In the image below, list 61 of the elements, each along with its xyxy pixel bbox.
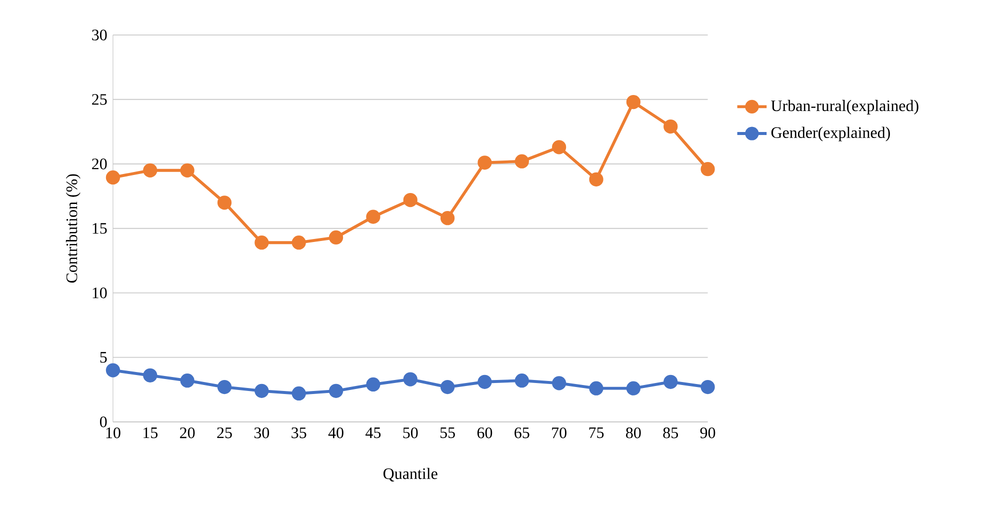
point <box>403 372 418 386</box>
y-tick-label: 15 <box>92 222 107 234</box>
point <box>664 374 678 389</box>
x-tick-label: 70 <box>552 427 566 438</box>
point <box>328 230 344 244</box>
point <box>180 373 194 388</box>
point <box>440 380 455 394</box>
point <box>254 384 269 398</box>
point <box>514 154 529 168</box>
point <box>217 380 232 394</box>
point <box>143 368 158 382</box>
y-tick-label: 0 <box>100 416 107 428</box>
point <box>478 374 492 389</box>
x-tick-label: 65 <box>514 427 530 438</box>
point <box>254 235 269 250</box>
point <box>664 119 678 134</box>
x-tick-label: 75 <box>589 427 604 438</box>
x-tick-label: 20 <box>180 427 195 438</box>
y-tick-label: 25 <box>92 94 107 105</box>
point <box>700 162 715 176</box>
x-tick-label: 50 <box>403 427 418 438</box>
point <box>700 380 715 394</box>
y-axis-title: Contribution (%) <box>66 174 80 282</box>
x-tick-label: 30 <box>254 427 270 438</box>
point <box>403 192 418 207</box>
point <box>589 172 604 186</box>
point <box>552 140 566 154</box>
x-axis-title: Quantile <box>383 468 438 482</box>
point <box>328 384 344 398</box>
x-tick-label: 45 <box>366 427 381 438</box>
x-tick-label: 60 <box>477 427 492 438</box>
point <box>626 381 640 396</box>
point <box>292 386 306 400</box>
x-tick-label: 35 <box>292 427 306 438</box>
point <box>366 377 380 392</box>
legend-label: Gender(explained) <box>771 126 890 142</box>
point <box>478 155 492 170</box>
point <box>514 373 529 388</box>
point <box>366 210 380 224</box>
x-tick-label: 80 <box>626 427 641 438</box>
x-tick-label: 55 <box>440 427 455 438</box>
y-tick-label: 10 <box>92 287 107 298</box>
y-tick-label: 20 <box>92 158 107 170</box>
legend-label: Urban-rural(explained) <box>771 100 918 114</box>
point <box>143 163 158 178</box>
point <box>552 376 566 390</box>
x-tick-label: 25 <box>217 427 232 438</box>
x-tick-label: 15 <box>144 427 158 438</box>
x-tick-label: 40 <box>328 427 344 438</box>
point <box>180 163 194 178</box>
point <box>589 381 604 396</box>
point <box>626 94 640 109</box>
point <box>106 170 120 184</box>
point <box>217 195 232 210</box>
point <box>292 235 306 250</box>
x-tick-label: 85 <box>663 427 678 438</box>
x-tick-label: 90 <box>700 427 716 438</box>
y-tick-label: 30 <box>92 29 107 40</box>
y-tick-label: 5 <box>100 352 107 362</box>
point <box>106 362 120 378</box>
point <box>440 210 455 225</box>
